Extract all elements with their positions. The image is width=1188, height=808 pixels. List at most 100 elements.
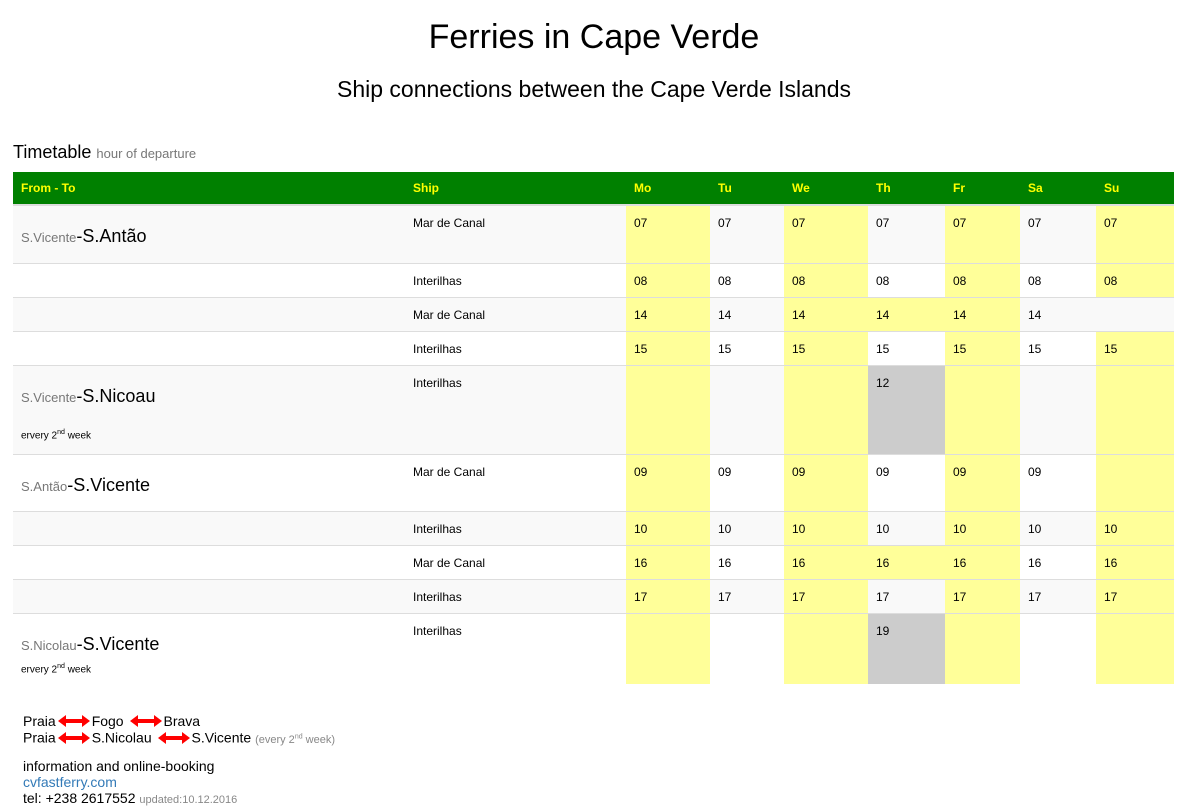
port: S.Nicolau xyxy=(91,729,152,746)
double-arrow-icon xyxy=(57,731,90,744)
port: Brava xyxy=(163,713,201,729)
departure-cell: 08 xyxy=(784,262,868,297)
departure-cell: 16 xyxy=(945,544,1020,579)
departure-cell: 17 xyxy=(1096,578,1174,613)
departure-cell: 15 xyxy=(945,330,1020,365)
route-note: ervery 2nd week xyxy=(21,662,92,675)
route-to: -S.Antão xyxy=(76,226,147,246)
departure-cell: 17 xyxy=(1020,578,1096,613)
ship-cell: Interilhas xyxy=(405,330,626,365)
departure-cell: 09 xyxy=(1020,453,1096,511)
page-subtitle: Ship connections between the Cape Verde … xyxy=(336,76,852,102)
info-text: information and online-booking xyxy=(23,757,215,774)
departure-cell: 07 xyxy=(1020,204,1096,263)
departure-cell: 15 xyxy=(1020,330,1096,365)
route-from: S.Nicolau xyxy=(21,637,77,653)
route-cell: S.Vicente-S.Antão xyxy=(13,204,405,263)
departure-cell xyxy=(1096,296,1174,331)
departure-cell: 08 xyxy=(1020,262,1096,297)
departure-cell xyxy=(626,612,710,684)
departure-cell: 17 xyxy=(626,578,710,613)
departure-cell: 08 xyxy=(1096,262,1174,297)
route-to: -S.Nicoau xyxy=(76,385,156,406)
route-cell xyxy=(13,544,405,579)
route-cell: S.Antão-S.Vicente xyxy=(13,453,405,511)
departure-cell: 17 xyxy=(945,578,1020,613)
ship-cell: Interilhas xyxy=(405,510,626,545)
departure-cell: 10 xyxy=(626,510,710,545)
departure-cell xyxy=(1096,364,1174,454)
route-cell xyxy=(13,330,405,365)
column-header: Ship xyxy=(405,172,626,206)
ship-cell: Mar de Canal xyxy=(405,204,626,263)
departure-cell: 10 xyxy=(710,510,784,545)
route-from: S.Vicente xyxy=(21,230,77,245)
departure-cell: 08 xyxy=(945,262,1020,297)
table-row: Interilhas 15 15 15 15 15 15 15 xyxy=(13,330,1174,365)
timetable-sublabel: hour of departure xyxy=(96,146,197,161)
departure-cell: 14 xyxy=(868,296,945,331)
departure-cell xyxy=(626,364,710,454)
departure-cell: 15 xyxy=(784,330,868,365)
table-row: Mar de Canal 16 16 16 16 16 16 16 xyxy=(13,544,1174,579)
table-row: S.Vicente-S.Nicoau ervery 2nd week Interil… xyxy=(13,364,1174,454)
departure-cell xyxy=(1096,453,1174,511)
timetable: From - To Ship Mo Tu We Th Fr Sa Su S.Vicente-S.… xyxy=(13,172,1174,684)
departure-cell: 09 xyxy=(626,453,710,511)
port: Praia xyxy=(23,729,56,746)
departure-cell xyxy=(945,612,1020,684)
table-row: Mar de Canal 14 14 14 14 14 14 xyxy=(13,296,1174,331)
departure-cell xyxy=(945,364,1020,454)
departure-cell xyxy=(1020,364,1096,454)
table-row: S.Vicente-S.Antão Mar de Canal 07 07 07 07 07 0… xyxy=(13,204,1174,263)
departure-cell: 15 xyxy=(1096,330,1174,365)
table-row: Interilhas 10 10 10 10 10 10 10 xyxy=(13,510,1174,545)
departure-cell: 10 xyxy=(945,510,1020,545)
double-arrow-icon xyxy=(129,715,162,727)
departure-cell: 17 xyxy=(710,578,784,613)
footer: Praia Fogo Brava Praia S.Nicolau S.Vicente… xyxy=(23,713,335,808)
route-note: ervery 2nd week xyxy=(21,428,92,441)
departure-cell: 10 xyxy=(1020,510,1096,545)
departure-cell: 07 xyxy=(784,204,868,263)
column-header: Th xyxy=(868,172,945,206)
frequency-note: (every 2nd week) xyxy=(255,733,336,746)
ship-cell: Interilhas xyxy=(405,612,626,684)
port: S.Vicente xyxy=(191,729,252,746)
departure-cell: 07 xyxy=(710,204,784,263)
departure-cell: 17 xyxy=(784,578,868,613)
double-arrow-icon xyxy=(57,715,90,727)
booking-link[interactable]: cvfastferry.com xyxy=(23,773,117,790)
timetable-heading: Timetable hour of departure xyxy=(13,142,196,163)
departure-cell: 16 xyxy=(784,544,868,579)
column-header: Fr xyxy=(945,172,1020,206)
departure-cell xyxy=(710,612,784,684)
route-line-2: Praia S.Nicolau S.Vicente (every 2nd week… xyxy=(23,729,335,748)
route-cell xyxy=(13,578,405,613)
departure-cell xyxy=(710,364,784,454)
departure-cell xyxy=(784,612,868,684)
departure-cell: 07 xyxy=(1096,204,1174,263)
ship-cell: Mar de Canal xyxy=(405,296,626,331)
departure-cell: 07 xyxy=(626,204,710,263)
departure-cell: 16 xyxy=(1096,544,1174,579)
departure-cell: 14 xyxy=(626,296,710,331)
departure-cell: 15 xyxy=(868,330,945,365)
column-header: From - To xyxy=(13,172,405,206)
column-header: Mo xyxy=(626,172,710,206)
timetable-label: Timetable xyxy=(13,142,92,162)
route-to: -S.Vicente xyxy=(76,633,160,654)
departure-cell: 08 xyxy=(868,262,945,297)
departure-cell: 08 xyxy=(710,262,784,297)
departure-cell: 14 xyxy=(1020,296,1096,331)
route-cell xyxy=(13,510,405,545)
column-header: Sa xyxy=(1020,172,1096,206)
phone: tel: +238 2617552 xyxy=(23,789,136,806)
ship-cell: Mar de Canal xyxy=(405,453,626,511)
ship-cell: Interilhas xyxy=(405,578,626,613)
departure-cell: 12 xyxy=(868,364,945,454)
route-cell: S.Vicente-S.Nicoau ervery 2nd week xyxy=(13,364,405,454)
departure-cell: 15 xyxy=(626,330,710,365)
departure-cell: 09 xyxy=(868,453,945,511)
table-row: Interilhas 17 17 17 17 17 17 17 xyxy=(13,578,1174,613)
